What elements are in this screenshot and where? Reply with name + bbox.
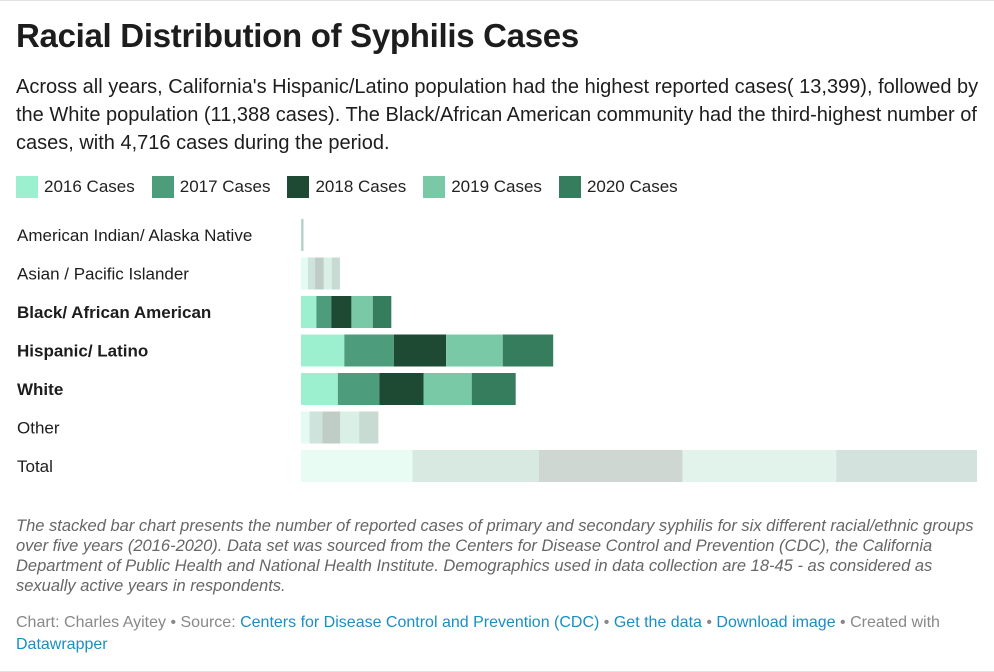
bar-segment xyxy=(301,411,310,444)
legend-swatch xyxy=(151,176,174,198)
bar-segment xyxy=(301,450,413,482)
bar-segment xyxy=(446,334,503,367)
chart-title: Racial Distribution of Syphilis Cases xyxy=(16,17,579,54)
legend-item: 2019 Cases xyxy=(423,176,542,198)
category-label: White xyxy=(17,380,63,399)
bar-segment xyxy=(316,296,332,328)
bar-segment xyxy=(315,257,324,290)
bar-segment xyxy=(682,450,837,482)
legend-item: 2020 Cases xyxy=(558,176,678,198)
legend-swatch xyxy=(16,176,38,198)
source-link[interactable]: Centers for Disease Control and Preventi… xyxy=(240,614,600,631)
chart-credit: Chart: Charles Ayitey xyxy=(16,614,166,631)
category-label: American Indian/ Alaska Native xyxy=(17,226,252,245)
bar-segment xyxy=(307,257,316,290)
category-label: Asian / Pacific Islander xyxy=(17,265,189,284)
chart-legend: 2016 Cases 2017 Cases 2018 Cases 2019 Cases… xyxy=(16,175,695,199)
footer-separator: • xyxy=(835,614,851,631)
bar-segment xyxy=(836,450,977,482)
legend-label: 2019 Cases xyxy=(451,177,542,196)
bar-segment xyxy=(539,450,683,482)
bar-segment xyxy=(331,257,340,290)
bar-segment xyxy=(372,296,392,328)
created-with-text: Created with xyxy=(850,614,940,631)
bar-segment xyxy=(322,411,341,444)
category-label: Other xyxy=(17,419,60,438)
download-image-link[interactable]: Download image xyxy=(716,614,836,631)
bar-segment xyxy=(471,373,516,405)
legend-item: 2018 Cases xyxy=(287,176,406,198)
bar-segment xyxy=(344,334,394,367)
bar-segment xyxy=(359,411,379,444)
bar-segment xyxy=(340,411,360,444)
source-prefix: Source: xyxy=(180,614,241,631)
datawrapper-link[interactable]: Datawrapper xyxy=(16,636,108,653)
chart-description: Across all years, California's Hispanic/… xyxy=(16,76,979,154)
legend-swatch xyxy=(287,176,310,198)
legend-label: 2017 Cases xyxy=(179,177,271,196)
bar-segment xyxy=(393,334,447,367)
category-label: Total xyxy=(17,457,53,476)
chart-notes: The stacked bar chart presents the numbe… xyxy=(16,517,974,595)
legend-label: 2018 Cases xyxy=(315,177,407,196)
bar-segment xyxy=(301,373,338,405)
bar-segment xyxy=(423,373,472,405)
bar-segment xyxy=(309,411,323,444)
bar-segment xyxy=(502,334,554,367)
footer-separator: • xyxy=(166,614,181,631)
footer-separator: • xyxy=(599,614,614,631)
get-data-link[interactable]: Get the data xyxy=(613,614,702,631)
bar-segment xyxy=(301,257,308,290)
bar-segment xyxy=(301,296,317,328)
bar-segment xyxy=(301,334,345,367)
bar-segment xyxy=(412,450,540,482)
stacked-bar-chart: American Indian/ Alaska Native Asian / Pa… xyxy=(17,219,977,482)
bar-segment xyxy=(331,296,352,328)
category-label: Black/ African American xyxy=(17,303,211,322)
chart-footer: Chart: Charles Ayitey • Source: Centers … xyxy=(16,612,982,656)
legend-label: 2016 Cases xyxy=(44,177,135,196)
category-label: Hispanic/ Latino xyxy=(17,342,148,361)
legend-swatch xyxy=(423,176,446,198)
bar-segment xyxy=(337,373,380,405)
legend-swatch xyxy=(558,176,581,198)
legend-item: 2017 Cases xyxy=(151,176,271,198)
footer-separator: • xyxy=(701,614,717,631)
legend-label: 2020 Cases xyxy=(586,177,678,196)
bar-segment xyxy=(301,219,303,251)
bar-segment xyxy=(323,257,332,290)
bar-segment xyxy=(379,373,424,405)
bar-segment xyxy=(351,296,373,328)
legend-item: 2016 Cases xyxy=(16,176,135,198)
